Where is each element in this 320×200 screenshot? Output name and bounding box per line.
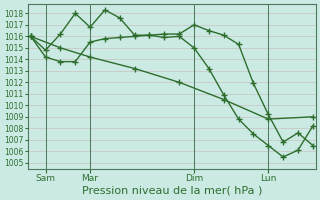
X-axis label: Pression niveau de la mer( hPa ): Pression niveau de la mer( hPa ) [82, 186, 262, 196]
